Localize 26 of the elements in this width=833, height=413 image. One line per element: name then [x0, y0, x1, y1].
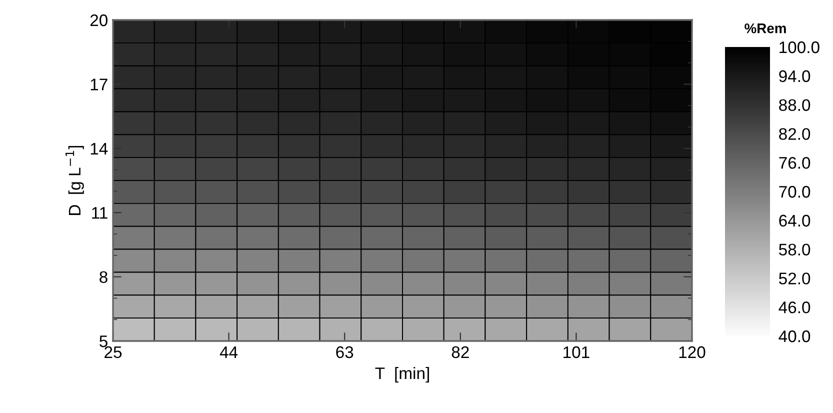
color-bar-label: 100.0 [780, 41, 820, 54]
color-bar-label: 58.0 [779, 244, 810, 256]
x-tick-label: 82 [452, 346, 469, 358]
color-bar-label: 94.0 [779, 70, 810, 82]
color-bar-title: %Rem [744, 23, 786, 34]
color-bar-label: 40.0 [778, 330, 810, 342]
x-tick-label: 44 [220, 346, 238, 358]
color-bar-label: 82.0 [779, 128, 810, 140]
color-bar-label: 52.0 [779, 272, 810, 284]
y-tick-label: 11 [92, 207, 108, 219]
color-bar-label: 46.0 [778, 302, 810, 314]
y-tick-label: 5 [100, 336, 108, 348]
x-tick-label: 25 [104, 346, 122, 358]
color-bar-label: 64.0 [779, 214, 810, 227]
y-tick-label: 14 [90, 142, 108, 154]
x-tick-label: 63 [336, 346, 354, 358]
y-tick-label: 17 [90, 78, 108, 90]
y-axis-title: D [g L$^{−1}$] [66, 146, 84, 215]
x-tick-label: 120 [679, 346, 706, 358]
x-tick-label: 101 [564, 346, 590, 358]
y-tick-label: 8 [100, 271, 108, 284]
color-bar-label: 76.0 [779, 157, 810, 169]
color-bar-label: 88.0 [779, 99, 810, 112]
x-axis-title: T [min] [375, 366, 429, 382]
color-bar-label: 70.0 [779, 186, 810, 198]
y-tick-label: 20 [90, 14, 108, 26]
